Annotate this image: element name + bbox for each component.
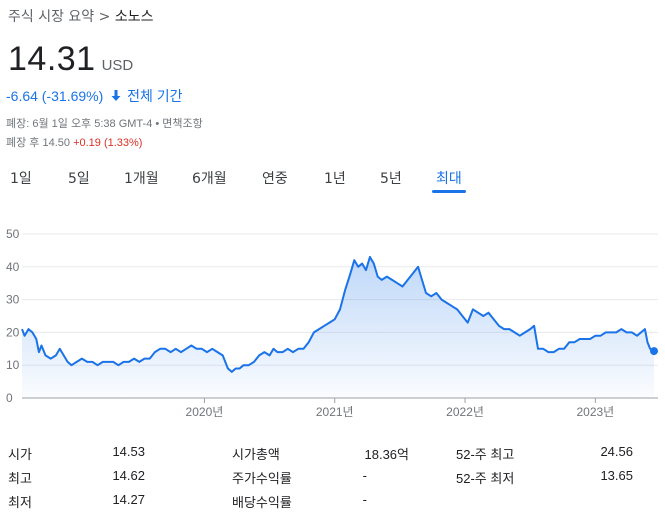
stat-high-value: 14.62 [112,468,145,483]
stat-market-cap-value: 18.36억 [364,447,410,462]
y-tick-label: 20 [6,325,20,339]
closed-info: 폐장: 6월 1일 오후 5:38 GMT-4 • 면책조항 [6,118,203,130]
tab-max[interactable]: 최대 [432,168,466,196]
price-chart[interactable]: 50 40 30 20 10 0 2020년 2021년 2022년 2023년 [0,216,665,426]
stat-dividend-value: - [362,492,367,507]
y-tick-label: 50 [6,227,20,241]
stat-52w-high-label: 52-주 최고 [456,447,515,462]
arrow-down-icon [111,88,121,104]
currency-label: USD [101,57,134,74]
stat-pe-label: 주가수익률 [232,471,292,486]
range-label: 전체 기간 [127,88,183,104]
stat-low-label: 최저 [8,495,32,510]
stat-pe-value: - [362,468,367,483]
x-tick-label: 2021년 [316,405,354,419]
last-price-dot [650,347,658,356]
stat-market-cap-label: 시가총액 [232,447,280,462]
stat-low-value: 14.27 [112,492,145,507]
x-tick-label: 2022년 [446,405,484,419]
price-change-row: -6.64 (-31.69%) 전체 기간 [6,86,182,106]
tab-5d[interactable]: 5일 [68,171,90,187]
after-hours-change: +0.19 (1.33%) [73,137,143,149]
breadcrumb-separator: > [98,9,111,25]
range-tabs: 1일 5일 1개월 6개월 연중 1년 5년 최대 [0,168,665,198]
tab-ytd[interactable]: 연중 [262,171,288,187]
stat-52w-low-label: 52-주 최저 [456,471,515,486]
price-area [22,257,654,398]
breadcrumb-current: 소노스 [114,9,154,25]
tab-5y[interactable]: 5년 [380,171,402,187]
price-row: 14.31 USD [8,40,133,79]
stat-open-value: 14.53 [112,444,145,459]
y-tick-label: 40 [6,260,20,274]
x-tick-label: 2023년 [576,405,614,419]
breadcrumb: 주식 시장 요약 > 소노스 [8,6,153,26]
current-price: 14.31 [8,40,96,78]
tab-1m[interactable]: 1개월 [124,171,159,187]
after-hours-label: 폐장 후 14.50 [6,137,70,149]
price-change: -6.64 (-31.69%) [6,88,104,104]
tab-1d[interactable]: 1일 [10,171,32,187]
breadcrumb-root[interactable]: 주식 시장 요약 [8,9,95,25]
stat-52w-low-value: 13.65 [600,468,633,483]
x-tick-label: 2020년 [186,405,224,419]
stat-dividend-label: 배당수익률 [232,495,292,510]
after-hours: 폐장 후 14.50 +0.19 (1.33%) [6,134,142,150]
tab-1y[interactable]: 1년 [324,171,346,187]
stat-high-label: 최고 [8,471,32,486]
tab-6m[interactable]: 6개월 [192,171,227,187]
stat-open-label: 시가 [8,447,32,462]
stat-52w-high-value: 24.56 [600,444,633,459]
y-tick-label: 30 [6,293,20,307]
price-line [21,256,655,373]
y-tick-label: 0 [6,391,13,405]
y-tick-label: 10 [6,358,20,372]
